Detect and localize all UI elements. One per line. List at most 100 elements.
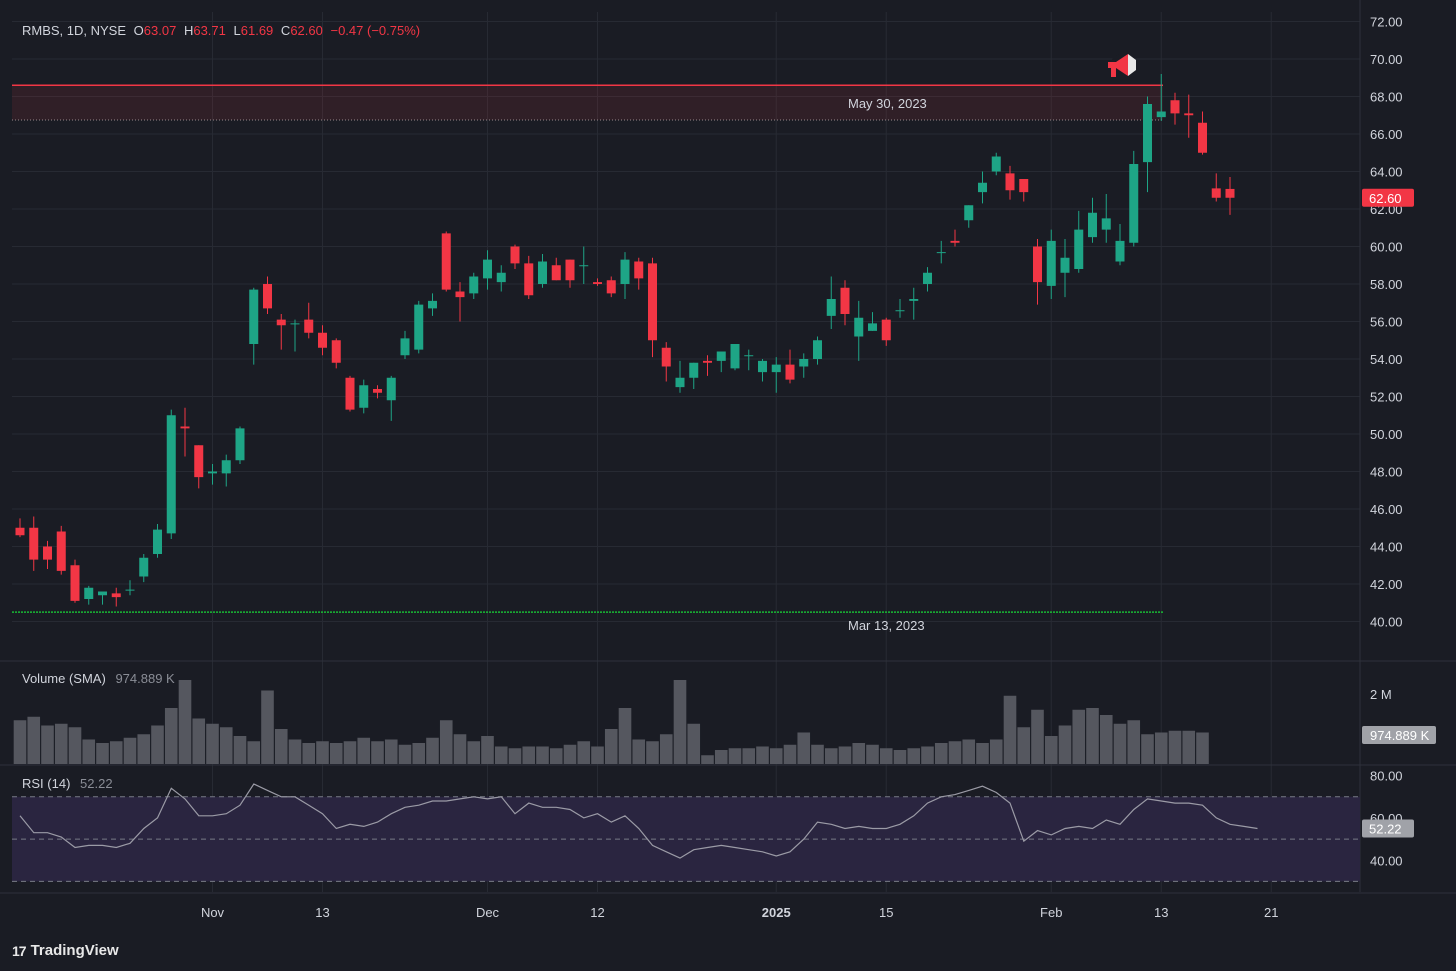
volume-bar <box>481 736 494 764</box>
candle-body <box>881 319 891 341</box>
candle-body <box>551 265 561 281</box>
candle-body <box>276 319 286 326</box>
candle-body <box>1005 173 1015 191</box>
candle-body <box>661 347 671 367</box>
volume-bar <box>343 741 357 764</box>
candle-body <box>166 415 176 534</box>
volume-bar <box>866 744 879 764</box>
time-tick-label: 13 <box>1154 905 1168 920</box>
volume-bar <box>591 746 604 764</box>
candle-body <box>221 460 231 474</box>
volume-bar <box>274 729 288 764</box>
candle-body <box>579 265 589 267</box>
price-tick-label: 44.00 <box>1370 540 1403 555</box>
volume-bar <box>151 725 164 764</box>
candle-body <box>964 205 974 221</box>
candle-body <box>538 261 547 284</box>
volume-legend: Volume (SMA) 974.889 K <box>22 671 175 686</box>
rsi-label[interactable]: RSI (14) <box>22 776 71 791</box>
volume-bar <box>824 748 838 764</box>
candle-body <box>84 587 94 599</box>
symbol-label[interactable]: RMBS, 1D, NYSE <box>22 23 127 38</box>
price-tick-label: 64.00 <box>1370 165 1403 180</box>
volume-bar <box>563 744 577 764</box>
volume-bar <box>329 743 343 764</box>
volume-bar <box>247 741 261 764</box>
candle-body <box>98 591 107 596</box>
candle-body <box>1211 188 1221 198</box>
resistance-zone <box>12 85 1163 120</box>
candle-body <box>606 280 616 294</box>
volume-bar <box>219 727 233 764</box>
candle-body <box>799 359 809 367</box>
volume-bar <box>1058 725 1072 764</box>
candle-body <box>428 300 437 309</box>
candle-body <box>978 182 987 193</box>
volume-bar <box>302 743 316 764</box>
candle-body <box>565 259 575 281</box>
time-tick-label: 2025 <box>762 905 791 920</box>
low-label: L <box>233 23 241 38</box>
candle-body <box>125 589 135 591</box>
candle-body <box>758 360 767 373</box>
candle-body <box>29 527 39 560</box>
candle-body <box>1198 122 1207 153</box>
price-tick-label: 48.00 <box>1370 465 1403 480</box>
volume-bar <box>1017 727 1031 764</box>
candle-body <box>249 289 259 344</box>
volume-bar <box>1044 736 1058 764</box>
volume-bar <box>164 708 178 764</box>
volume-bar <box>811 744 824 764</box>
volume-bar <box>659 734 673 764</box>
volume-value: 974.889 K <box>115 671 175 686</box>
volume-bar <box>1003 695 1017 764</box>
symbol-header: RMBS, 1D, NYSE O63.07 H63.71 L61.69 C62.… <box>22 23 424 38</box>
volume-bar <box>1127 720 1141 764</box>
volume-badge-text: 974.889 K <box>1370 728 1430 743</box>
candle-body <box>194 445 204 478</box>
volume-badge <box>1362 726 1436 744</box>
candle-body <box>923 272 932 284</box>
volume-bar <box>357 737 371 764</box>
candle-body <box>43 546 52 560</box>
candle-body <box>991 156 1001 172</box>
price-tick-label: 60.00 <box>1370 240 1403 255</box>
volume-bar <box>1099 715 1113 764</box>
candle-body <box>716 351 726 361</box>
time-tick-label: Feb <box>1040 905 1062 920</box>
volume-bar <box>618 708 632 764</box>
candle-body <box>730 344 740 369</box>
volume-bar <box>687 723 701 764</box>
candle-body <box>1225 188 1235 198</box>
candle-body <box>1170 100 1180 114</box>
candle-body <box>1074 229 1084 269</box>
candle-body <box>345 377 355 410</box>
volume-bar <box>701 755 714 764</box>
candle-body <box>235 428 245 461</box>
candle-body <box>1033 246 1042 283</box>
volume-bar <box>838 746 852 764</box>
change-value: −0.47 (−0.75%) <box>330 23 421 38</box>
volume-bar <box>852 743 866 764</box>
candle-body <box>634 261 644 279</box>
volume-bar <box>632 739 646 764</box>
high-value: 63.71 <box>193 23 226 38</box>
volume-bar <box>123 737 137 764</box>
tradingview-brand[interactable]: 17 TradingView <box>12 942 119 959</box>
volume-bar <box>536 746 549 764</box>
volume-label[interactable]: Volume (SMA) <box>22 671 106 686</box>
candle-body <box>1184 113 1194 116</box>
volume-bar <box>508 748 522 764</box>
candle-body <box>304 319 314 333</box>
volume-bar <box>41 725 54 764</box>
time-tick-label: 21 <box>1264 905 1278 920</box>
alert-icon-bell <box>1128 54 1136 76</box>
candle-body <box>868 323 877 331</box>
volume-bar <box>206 723 219 764</box>
alert-icon-body <box>1108 54 1128 76</box>
candle-body <box>386 377 396 401</box>
volume-bar <box>1168 730 1182 764</box>
candle-body <box>180 426 190 429</box>
volume-bar <box>1182 730 1196 764</box>
